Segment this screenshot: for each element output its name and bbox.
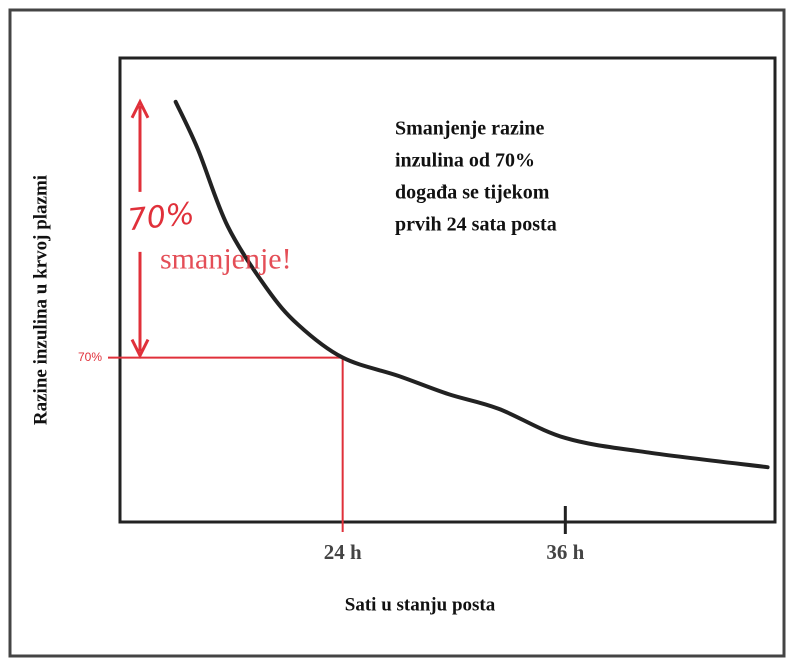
annotation-line: Smanjenje razine xyxy=(395,118,545,140)
arrow-text: smanjenje! xyxy=(160,243,292,276)
arrow-head-bottom xyxy=(130,338,150,359)
annotation-line: događa se tijekom xyxy=(395,182,550,204)
curve xyxy=(173,99,770,470)
x-tick-label: 36 h xyxy=(546,540,584,564)
y-tick-label: 70% xyxy=(78,350,102,364)
x-tick-label: 24 h xyxy=(324,540,362,564)
annotation-line: prvih 24 sata posta xyxy=(395,214,557,236)
x-axis-label: Sati u stanju posta xyxy=(345,594,496,615)
plot-frame xyxy=(118,56,777,524)
outer-frame xyxy=(8,8,786,658)
y-axis-label: Razine inzulina u krvoj plazmi xyxy=(30,175,51,425)
arrow-label: 70% xyxy=(126,196,196,238)
annotation-line: inzulina od 70% xyxy=(395,150,535,172)
arrow-head-top xyxy=(130,98,150,119)
